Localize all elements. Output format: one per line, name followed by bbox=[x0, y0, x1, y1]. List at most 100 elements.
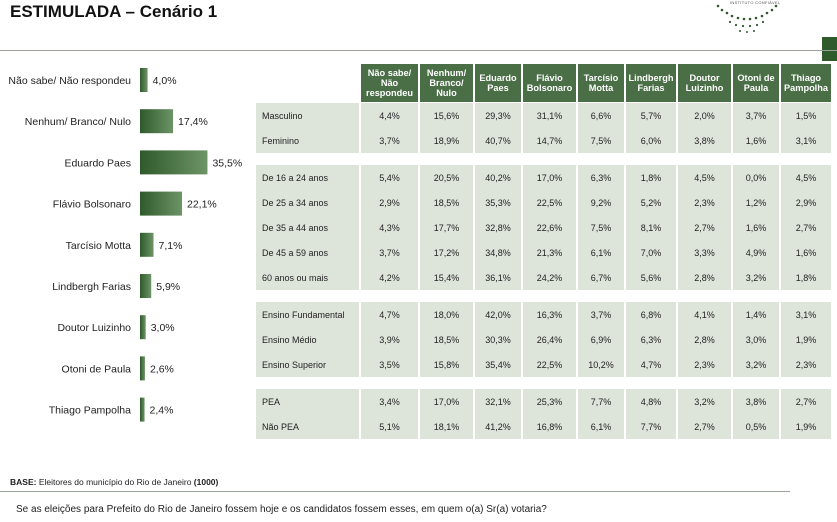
table-cell: 6,6% bbox=[578, 103, 624, 128]
bar-value-label: 2,4% bbox=[150, 405, 174, 417]
table-cell: 2,7% bbox=[781, 389, 831, 414]
column-header: Eduardo Paes bbox=[475, 64, 521, 102]
table-cell: 4,8% bbox=[626, 389, 676, 414]
table-cell: 15,4% bbox=[420, 265, 473, 290]
row-label: De 45 a 59 anos bbox=[256, 240, 359, 265]
table-cell: 17,0% bbox=[523, 165, 576, 190]
table-cell: 1,5% bbox=[781, 103, 831, 128]
table-cell: 0,5% bbox=[733, 414, 779, 439]
table-cell: 29,3% bbox=[475, 103, 521, 128]
table-cell: 3,2% bbox=[733, 352, 779, 377]
bar bbox=[140, 191, 182, 216]
table-cell: 41,2% bbox=[475, 414, 521, 439]
row-label: De 16 a 24 anos bbox=[256, 165, 359, 190]
table-row: Masculino 4,4% 15,6% 29,3% 31,1% 6,6% 5,7% 2,0%… bbox=[256, 103, 831, 128]
table-cell: 35,4% bbox=[475, 352, 521, 377]
table-cell: 1,9% bbox=[781, 327, 831, 352]
bottom-divider bbox=[0, 491, 790, 492]
crosstab-table: Não sabe/ Não respondeu Nenhum/ Branco/ N… bbox=[254, 64, 833, 439]
page-title: ESTIMULADA – Cenário 1 bbox=[10, 2, 218, 21]
table-cell: 4,7% bbox=[626, 352, 676, 377]
row-label: PEA bbox=[256, 389, 359, 414]
table-cell: 18,5% bbox=[420, 190, 473, 215]
table-cell: 2,9% bbox=[361, 190, 418, 215]
title-divider bbox=[0, 50, 837, 51]
bar-category-label: Não sabe/ Não respondeu bbox=[8, 75, 131, 87]
bar-category-label: Lindbergh Farias bbox=[52, 281, 131, 293]
bar-chart: Não sabe/ Não respondeu 4,0% Nenhum/ Branc… bbox=[8, 68, 242, 422]
table-cell: 1,8% bbox=[781, 265, 831, 290]
table-cell: 5,7% bbox=[626, 103, 676, 128]
table-cell: 3,4% bbox=[361, 389, 418, 414]
table-cell: 17,7% bbox=[420, 215, 473, 240]
table-row: De 25 a 34 anos 2,9% 18,5% 35,3% 22,5% 9,2% 5,… bbox=[256, 190, 831, 215]
table-cell: 2,3% bbox=[781, 352, 831, 377]
logo-tagline: INSTITUTO CONFIÁVEL bbox=[730, 0, 781, 5]
bar-value-label: 3,0% bbox=[151, 322, 175, 334]
base-text: Eleitores do município do Rio de Janeiro bbox=[36, 477, 194, 487]
table-row: De 35 a 44 anos 4,3% 17,7% 32,8% 22,6% 7,5% 8,… bbox=[256, 215, 831, 240]
bar-value-label: 17,4% bbox=[178, 116, 208, 128]
group-spacer bbox=[256, 377, 831, 389]
bar-category-label: Nenhum/ Branco/ Nulo bbox=[25, 116, 131, 128]
bar bbox=[140, 150, 208, 175]
table-cell: 26,4% bbox=[523, 327, 576, 352]
table-cell: 7,5% bbox=[578, 128, 624, 153]
row-label: Masculino bbox=[256, 103, 359, 128]
table-cell: 2,8% bbox=[678, 265, 731, 290]
row-label: De 35 a 44 anos bbox=[256, 215, 359, 240]
group-spacer bbox=[256, 153, 831, 165]
table-cell: 3,9% bbox=[361, 327, 418, 352]
survey-question: Se as eleições para Prefeito do Rio de J… bbox=[16, 504, 547, 515]
bar-category-label: Thiago Pampolha bbox=[49, 405, 131, 417]
table-cell: 3,2% bbox=[678, 389, 731, 414]
table-cell: 3,7% bbox=[578, 302, 624, 327]
bar-category-label: Tarcísio Motta bbox=[66, 240, 132, 252]
column-header: Otoni de Paula bbox=[733, 64, 779, 102]
bar-category-label: Doutor Luizinho bbox=[57, 322, 131, 334]
table-cell: 5,2% bbox=[626, 190, 676, 215]
table-cell: 1,6% bbox=[733, 215, 779, 240]
table-cell: 3,0% bbox=[733, 327, 779, 352]
bar-value-label: 35,5% bbox=[212, 157, 242, 169]
bar bbox=[140, 274, 152, 298]
table-cell: 0,0% bbox=[733, 165, 779, 190]
column-header: Lindbergh Farias bbox=[626, 64, 676, 102]
table-cell: 5,1% bbox=[361, 414, 418, 439]
table-cell: 4,5% bbox=[781, 165, 831, 190]
table-cell: 31,1% bbox=[523, 103, 576, 128]
table-cell: 15,6% bbox=[420, 103, 473, 128]
column-header: Tarcísio Motta bbox=[578, 64, 624, 102]
base-count: (1000) bbox=[193, 477, 219, 487]
bar bbox=[140, 356, 145, 381]
table-cell: 32,1% bbox=[475, 389, 521, 414]
table-cell: 2,8% bbox=[678, 327, 731, 352]
table-cell: 30,3% bbox=[475, 327, 521, 352]
table-cell: 4,4% bbox=[361, 103, 418, 128]
table-cell: 3,2% bbox=[733, 265, 779, 290]
bar bbox=[140, 315, 146, 340]
table-cell: 36,1% bbox=[475, 265, 521, 290]
row-label: Ensino Fundamental bbox=[256, 302, 359, 327]
table-cell: 4,7% bbox=[361, 302, 418, 327]
table-cell: 4,1% bbox=[678, 302, 731, 327]
table-cell: 14,7% bbox=[523, 128, 576, 153]
table-cell: 22,5% bbox=[523, 352, 576, 377]
row-label: De 25 a 34 anos bbox=[256, 190, 359, 215]
table-cell: 2,7% bbox=[678, 414, 731, 439]
bar-value-label: 22,1% bbox=[187, 199, 217, 211]
column-header: Doutor Luizinho bbox=[678, 64, 731, 102]
table-cell: 2,3% bbox=[678, 190, 731, 215]
table-cell: 15,8% bbox=[420, 352, 473, 377]
bar-category-label: Eduardo Paes bbox=[64, 157, 131, 169]
bar bbox=[140, 232, 154, 257]
table-cell: 6,3% bbox=[626, 327, 676, 352]
base-note: BASE: Eleitores do município do Rio de J… bbox=[10, 477, 218, 487]
table-cell: 5,4% bbox=[361, 165, 418, 190]
table-cell: 4,9% bbox=[733, 240, 779, 265]
table-cell: 18,9% bbox=[420, 128, 473, 153]
row-label: Feminino bbox=[256, 128, 359, 153]
table-cell: 18,1% bbox=[420, 414, 473, 439]
table-cell: 24,2% bbox=[523, 265, 576, 290]
table-cell: 6,8% bbox=[626, 302, 676, 327]
